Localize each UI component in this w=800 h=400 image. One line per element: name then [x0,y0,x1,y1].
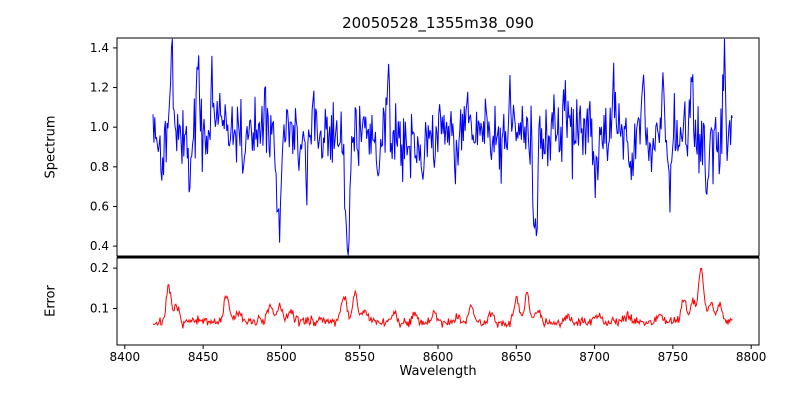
spectrum-y-tick-label: 0.6 [90,199,109,213]
x-tick-label: 8500 [266,350,297,364]
x-tick-label: 8650 [501,350,532,364]
error-y-tick-label: 0.1 [90,302,109,316]
spectrum-y-tick-label: 1.2 [90,81,109,95]
x-tick-label: 8800 [736,350,767,364]
x-tick-label: 8700 [579,350,610,364]
spectrum-y-tick-label: 0.4 [90,239,109,253]
error-y-tick-label: 0.2 [90,261,109,275]
x-tick-label: 8400 [110,350,141,364]
error-series-line [152,267,733,329]
x-axis-label: Wavelength [399,364,477,379]
spectrum-y-tick-label: 0.8 [90,160,109,174]
x-tick-label: 8550 [344,350,375,364]
spectrum-y-tick-label: 1.4 [90,41,109,55]
x-tick-label: 8450 [188,350,219,364]
error-axes [116,257,760,346]
spectrum-series-line [152,38,733,256]
x-tick-label: 8600 [423,350,454,364]
chart-title: 20050528_1355m38_090 [342,14,534,32]
spectrum-y-tick-label: 1.0 [90,120,109,134]
x-tick-label: 8750 [658,350,689,364]
